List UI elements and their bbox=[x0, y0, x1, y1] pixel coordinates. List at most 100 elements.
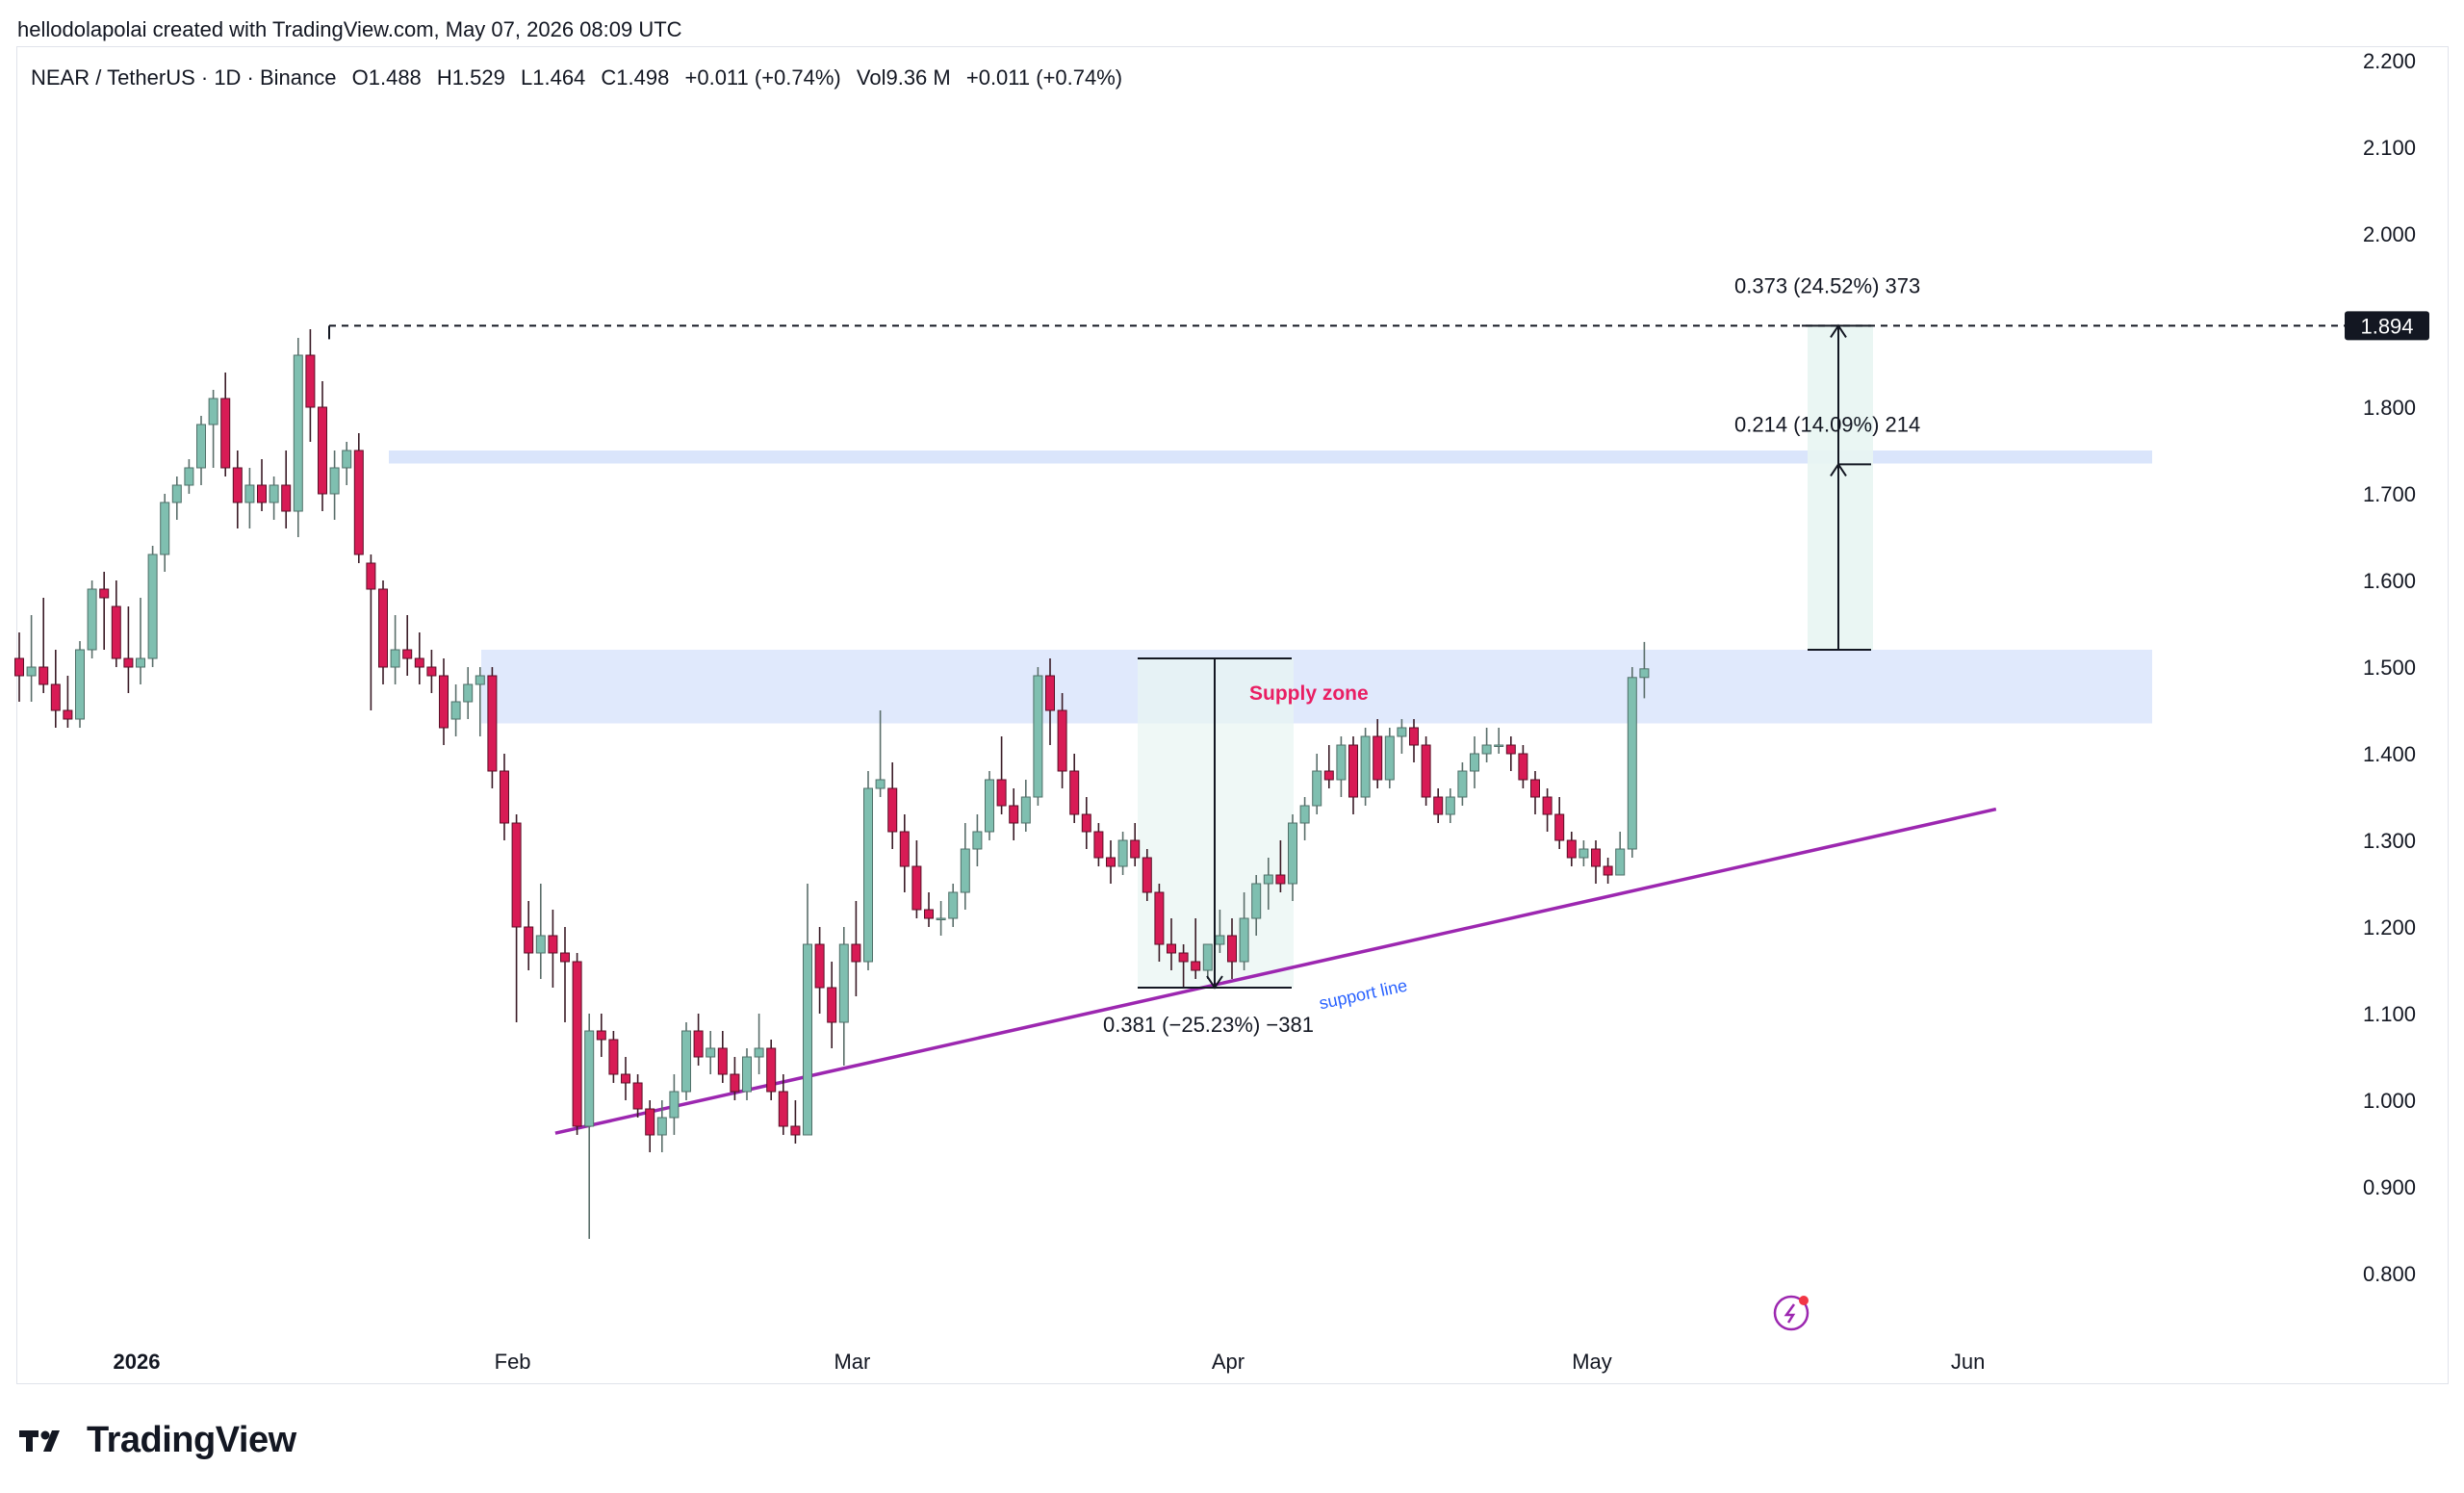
tradingview-logo-icon bbox=[19, 1429, 60, 1452]
time-axis-label: Jun bbox=[1951, 1350, 1985, 1374]
candle bbox=[414, 632, 424, 684]
candle bbox=[1117, 832, 1128, 875]
candle bbox=[1202, 943, 1213, 979]
candle-body bbox=[99, 588, 110, 599]
candle-body bbox=[293, 354, 303, 512]
candle bbox=[1360, 728, 1371, 806]
candle-body bbox=[1154, 891, 1165, 945]
candle bbox=[717, 1031, 728, 1083]
candle bbox=[50, 650, 61, 728]
candle-body bbox=[996, 779, 1007, 807]
candle-body bbox=[1167, 943, 1176, 954]
candle-body bbox=[87, 588, 97, 651]
candle bbox=[232, 450, 243, 528]
candle bbox=[827, 962, 837, 1048]
candle bbox=[1057, 693, 1067, 788]
candle-body bbox=[1445, 796, 1455, 815]
candle-body bbox=[1033, 675, 1043, 798]
price-axis-label: 1.800 bbox=[2363, 396, 2416, 420]
candle-body bbox=[1045, 675, 1055, 711]
candle-body bbox=[669, 1091, 680, 1119]
candle bbox=[220, 373, 231, 476]
candle bbox=[899, 814, 910, 892]
candle-body bbox=[656, 1117, 667, 1136]
candle-body bbox=[535, 935, 546, 954]
time-axis-label: Feb bbox=[495, 1350, 531, 1374]
candle-body bbox=[1130, 839, 1141, 859]
candle bbox=[1020, 780, 1031, 832]
candle bbox=[1288, 814, 1297, 901]
support-line-label: support line bbox=[1318, 976, 1409, 1014]
candle-body bbox=[742, 1056, 752, 1093]
candle-body bbox=[1639, 668, 1650, 679]
price-axis-label: 2.000 bbox=[2363, 222, 2416, 246]
candle-body bbox=[1384, 735, 1395, 781]
candle-body bbox=[1421, 744, 1431, 798]
candle bbox=[1263, 858, 1273, 910]
candle bbox=[814, 927, 825, 1014]
candle-body bbox=[1178, 952, 1189, 963]
candle-body bbox=[1494, 744, 1504, 747]
candle-body bbox=[1227, 935, 1237, 963]
tradingview-brand: TradingView bbox=[87, 1420, 296, 1460]
candle bbox=[1154, 884, 1165, 962]
candle-body bbox=[1057, 709, 1067, 772]
candle bbox=[475, 667, 485, 736]
candle-body bbox=[681, 1030, 691, 1093]
candle bbox=[353, 433, 364, 563]
candle bbox=[1470, 736, 1479, 788]
candle bbox=[887, 762, 898, 849]
candle-body bbox=[1627, 677, 1637, 850]
candle-body bbox=[1433, 796, 1444, 815]
candle-body bbox=[1117, 839, 1128, 867]
price-axis-label: 1.100 bbox=[2363, 1002, 2416, 1026]
candle-body bbox=[608, 1039, 619, 1075]
candle-body bbox=[645, 1108, 655, 1136]
measure-up-arrowhead bbox=[1830, 323, 1847, 338]
candle bbox=[778, 1074, 788, 1135]
legend-symbol[interactable]: NEAR / TetherUS · 1D · Binance bbox=[31, 65, 337, 90]
candle-body bbox=[171, 484, 182, 503]
tradingview-logo[interactable]: TradingView bbox=[19, 1420, 296, 1461]
candle-body bbox=[778, 1091, 788, 1127]
candle-body bbox=[887, 787, 898, 833]
supply-zone bbox=[481, 650, 2152, 724]
candle bbox=[669, 1074, 680, 1135]
replay-icon-ring bbox=[1773, 1295, 1810, 1331]
candle-body bbox=[584, 1030, 595, 1127]
candle bbox=[1323, 745, 1334, 788]
candle bbox=[26, 615, 37, 702]
candle-body bbox=[863, 787, 873, 963]
price-tag-label: 1.894 bbox=[2360, 314, 2413, 338]
candle-body bbox=[1275, 874, 1286, 885]
candle bbox=[656, 1100, 667, 1152]
candle-body bbox=[463, 683, 474, 703]
candle bbox=[790, 1100, 801, 1144]
candle-body bbox=[1457, 770, 1468, 798]
measure-up-partial-label: 0.214 (14.09%) 214 bbox=[1734, 412, 1920, 436]
candle-body bbox=[500, 770, 509, 824]
candle-body bbox=[1481, 744, 1492, 755]
chart-panel[interactable] bbox=[16, 46, 2449, 1384]
candle-body bbox=[827, 987, 837, 1023]
candle-body bbox=[1081, 813, 1091, 833]
candle bbox=[500, 754, 509, 840]
candle-body bbox=[1348, 744, 1358, 798]
candle bbox=[184, 459, 194, 494]
candle bbox=[1554, 797, 1565, 849]
legend-volume-change: +0.011 (+0.74%) bbox=[965, 65, 1123, 90]
candle-body bbox=[1323, 770, 1334, 781]
measure-down-arrowhead bbox=[1206, 975, 1223, 990]
measure-up-mid-arrowhead bbox=[1830, 462, 1847, 476]
candle bbox=[1178, 944, 1189, 988]
candle-body bbox=[814, 943, 825, 989]
candle bbox=[111, 580, 121, 667]
candle-body bbox=[390, 649, 400, 668]
candle bbox=[366, 554, 376, 710]
candle-body bbox=[1215, 935, 1225, 945]
candle bbox=[1578, 840, 1589, 866]
candle bbox=[318, 381, 327, 511]
candle bbox=[681, 1022, 691, 1100]
candle-body bbox=[511, 822, 522, 928]
